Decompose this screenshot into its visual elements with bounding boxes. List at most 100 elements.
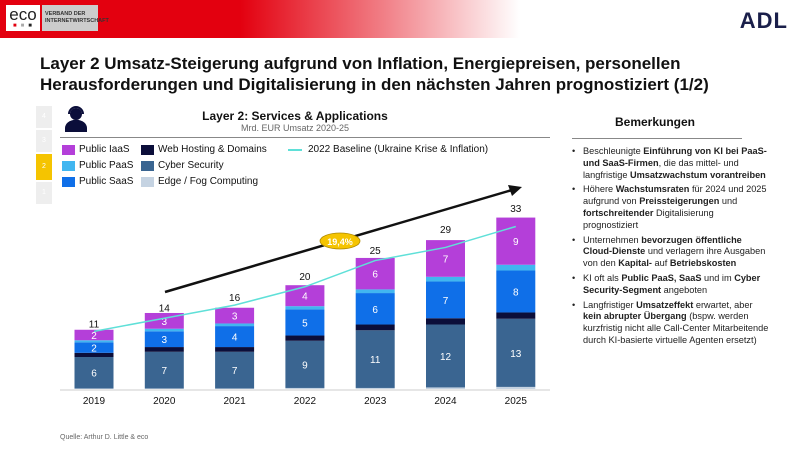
chart-title: Layer 2: Services & Applications [202,109,388,123]
legend-swatch [141,176,154,187]
remark-bold-text: Kapital- [618,258,652,269]
bar-segment-web-hosting-domains [74,352,114,358]
remark-text: und verlagern ihre Ausgaben von den [583,246,766,269]
total-label: 20 [299,272,311,283]
eco-logo: eco ■■■ [6,5,40,31]
legend-swatch [141,144,154,155]
bar-segment-public-paas [144,328,184,332]
remarks-list: Beschleunigte Einführung von KI bei PaaS… [570,146,770,350]
data-label: 9 [302,360,308,371]
total-label: 16 [229,293,241,304]
remark-bold-text: Wachstumsraten [615,184,690,195]
data-label: 7 [232,366,238,377]
bar-segment-edge-fog-computing [355,387,395,389]
remark-text: Unternehmen [583,234,642,245]
bar-segment-public-saas [285,309,325,336]
eco-logo-dots: ■■■ [13,23,36,29]
bar-segment-public-saas [355,293,395,325]
header-banner [0,0,800,38]
total-label: 25 [370,246,382,257]
bar-segment-cyber-security [496,318,536,387]
remark-item: Langfristiger Umsatzeffekt erwartet, abe… [570,300,770,347]
data-label: 3 [162,317,168,328]
bar-segment-cyber-security [285,340,325,388]
legend-item: Edge / Fog Computing [141,176,258,187]
legend-item: 2022 Baseline (Ukraine Krise & Inflation… [288,144,488,155]
bar-segment-web-hosting-domains [426,318,465,325]
x-tick-label: 2020 [153,396,176,407]
legend-item: Public IaaS [62,144,130,155]
remark-text: erwartet, aber [693,299,753,310]
bar-segment-public-iaas [74,329,114,341]
data-label: 3 [232,312,238,323]
data-label: 2 [91,344,97,355]
eco-logo-text: eco [9,5,37,24]
total-label: 14 [159,304,171,315]
remark-bold-text: kein abrupter Übergang [583,311,687,322]
data-label: 13 [510,349,522,360]
legend-swatch [62,176,75,187]
bar-segment-public-iaas [285,285,325,307]
remark-bold-text: Einführung von KI bei PaaS- und SaaS-Fir… [583,146,767,168]
remarks-title: Bemerkungen [614,115,696,129]
remark-text: , die das mittel- und langfristige [583,157,739,180]
divider [60,137,550,138]
bar-segment-edge-fog-computing [215,388,255,389]
layer-nav-item-active[interactable]: 2 [36,154,52,180]
remark-text: Beschleunigte [583,146,644,156]
data-label: 4 [302,292,308,303]
source-note: Quelle: Arthur D. Little & eco [60,434,149,441]
remark-text: Langfristiger [583,299,637,310]
legend-label: Public IaaS [79,144,130,155]
bar-segment-public-paas [355,289,395,294]
bar-segment-public-saas [74,342,114,353]
bar-segment-cyber-security [355,330,395,388]
remark-text: (bspw. werden kurzfristig nicht alle Cal… [583,311,769,345]
remark-bold-text: fortschreitender [583,207,654,218]
remark-item: Höhere Wachstumsraten für 2024 und 2025 … [570,184,770,231]
cagr-badge [319,232,361,250]
data-label: 6 [91,369,97,380]
bar-segment-edge-fog-computing [144,388,184,389]
layer-nav-item[interactable]: 4 [36,106,52,128]
layer-nav-item[interactable]: 1 [36,182,52,204]
bar-segment-public-paas [215,323,255,327]
layer-nav-item[interactable]: 3 [36,130,52,152]
legend-swatch [62,144,75,155]
remark-bold-text: bevorzugen öffentliche Cloud-Dienste [583,234,742,257]
legend-swatch [141,160,154,171]
baseline-line [93,225,517,333]
remark-bold-text: Betriebskosten [669,258,737,269]
person-headset-icon [65,106,87,132]
layer-nav: 4 3 2 1 [36,106,52,206]
data-label: 11 [370,355,381,366]
remark-bold-text: Umsatzwachstum vorantreiben [629,169,766,180]
legend-item: Public SaaS [62,176,133,187]
legend-label: Cyber Security [158,160,224,171]
bar-segment-public-paas [426,276,465,282]
remark-text: auf [651,258,670,269]
bar-segment-web-hosting-domains [215,347,255,352]
legend-label: Public PaaS [79,160,134,171]
adl-logo: ADL [739,8,788,33]
data-label: 3 [162,335,168,346]
bar-segment-web-hosting-domains [285,335,325,341]
chart-subtitle: Mrd. EUR Umsatz 2020-25 [240,123,350,133]
remark-bold-text: Umsatzeffekt [636,299,694,310]
remark-bold-text: Preissteigerungen [639,196,720,207]
data-label: 7 [443,254,449,265]
divider [572,138,742,139]
remark-item: Beschleunigte Einführung von KI bei PaaS… [570,146,770,181]
legend-item: Cyber Security [141,160,224,171]
remark-item: KI oft als Public PaaS, SaaS und im Cybe… [570,273,770,297]
bar-segment-public-paas [74,340,114,343]
data-label: 6 [372,270,378,281]
bar-segment-cyber-security [215,351,255,389]
legend-item: Public PaaS [62,160,133,171]
bar-segment-cyber-security [144,351,184,389]
legend-swatch [62,160,75,171]
total-label: 11 [89,319,100,330]
bar-segment-public-saas [144,331,184,348]
legend-item: Web Hosting & Domains [141,144,267,155]
trend-arrow-head [508,185,522,196]
